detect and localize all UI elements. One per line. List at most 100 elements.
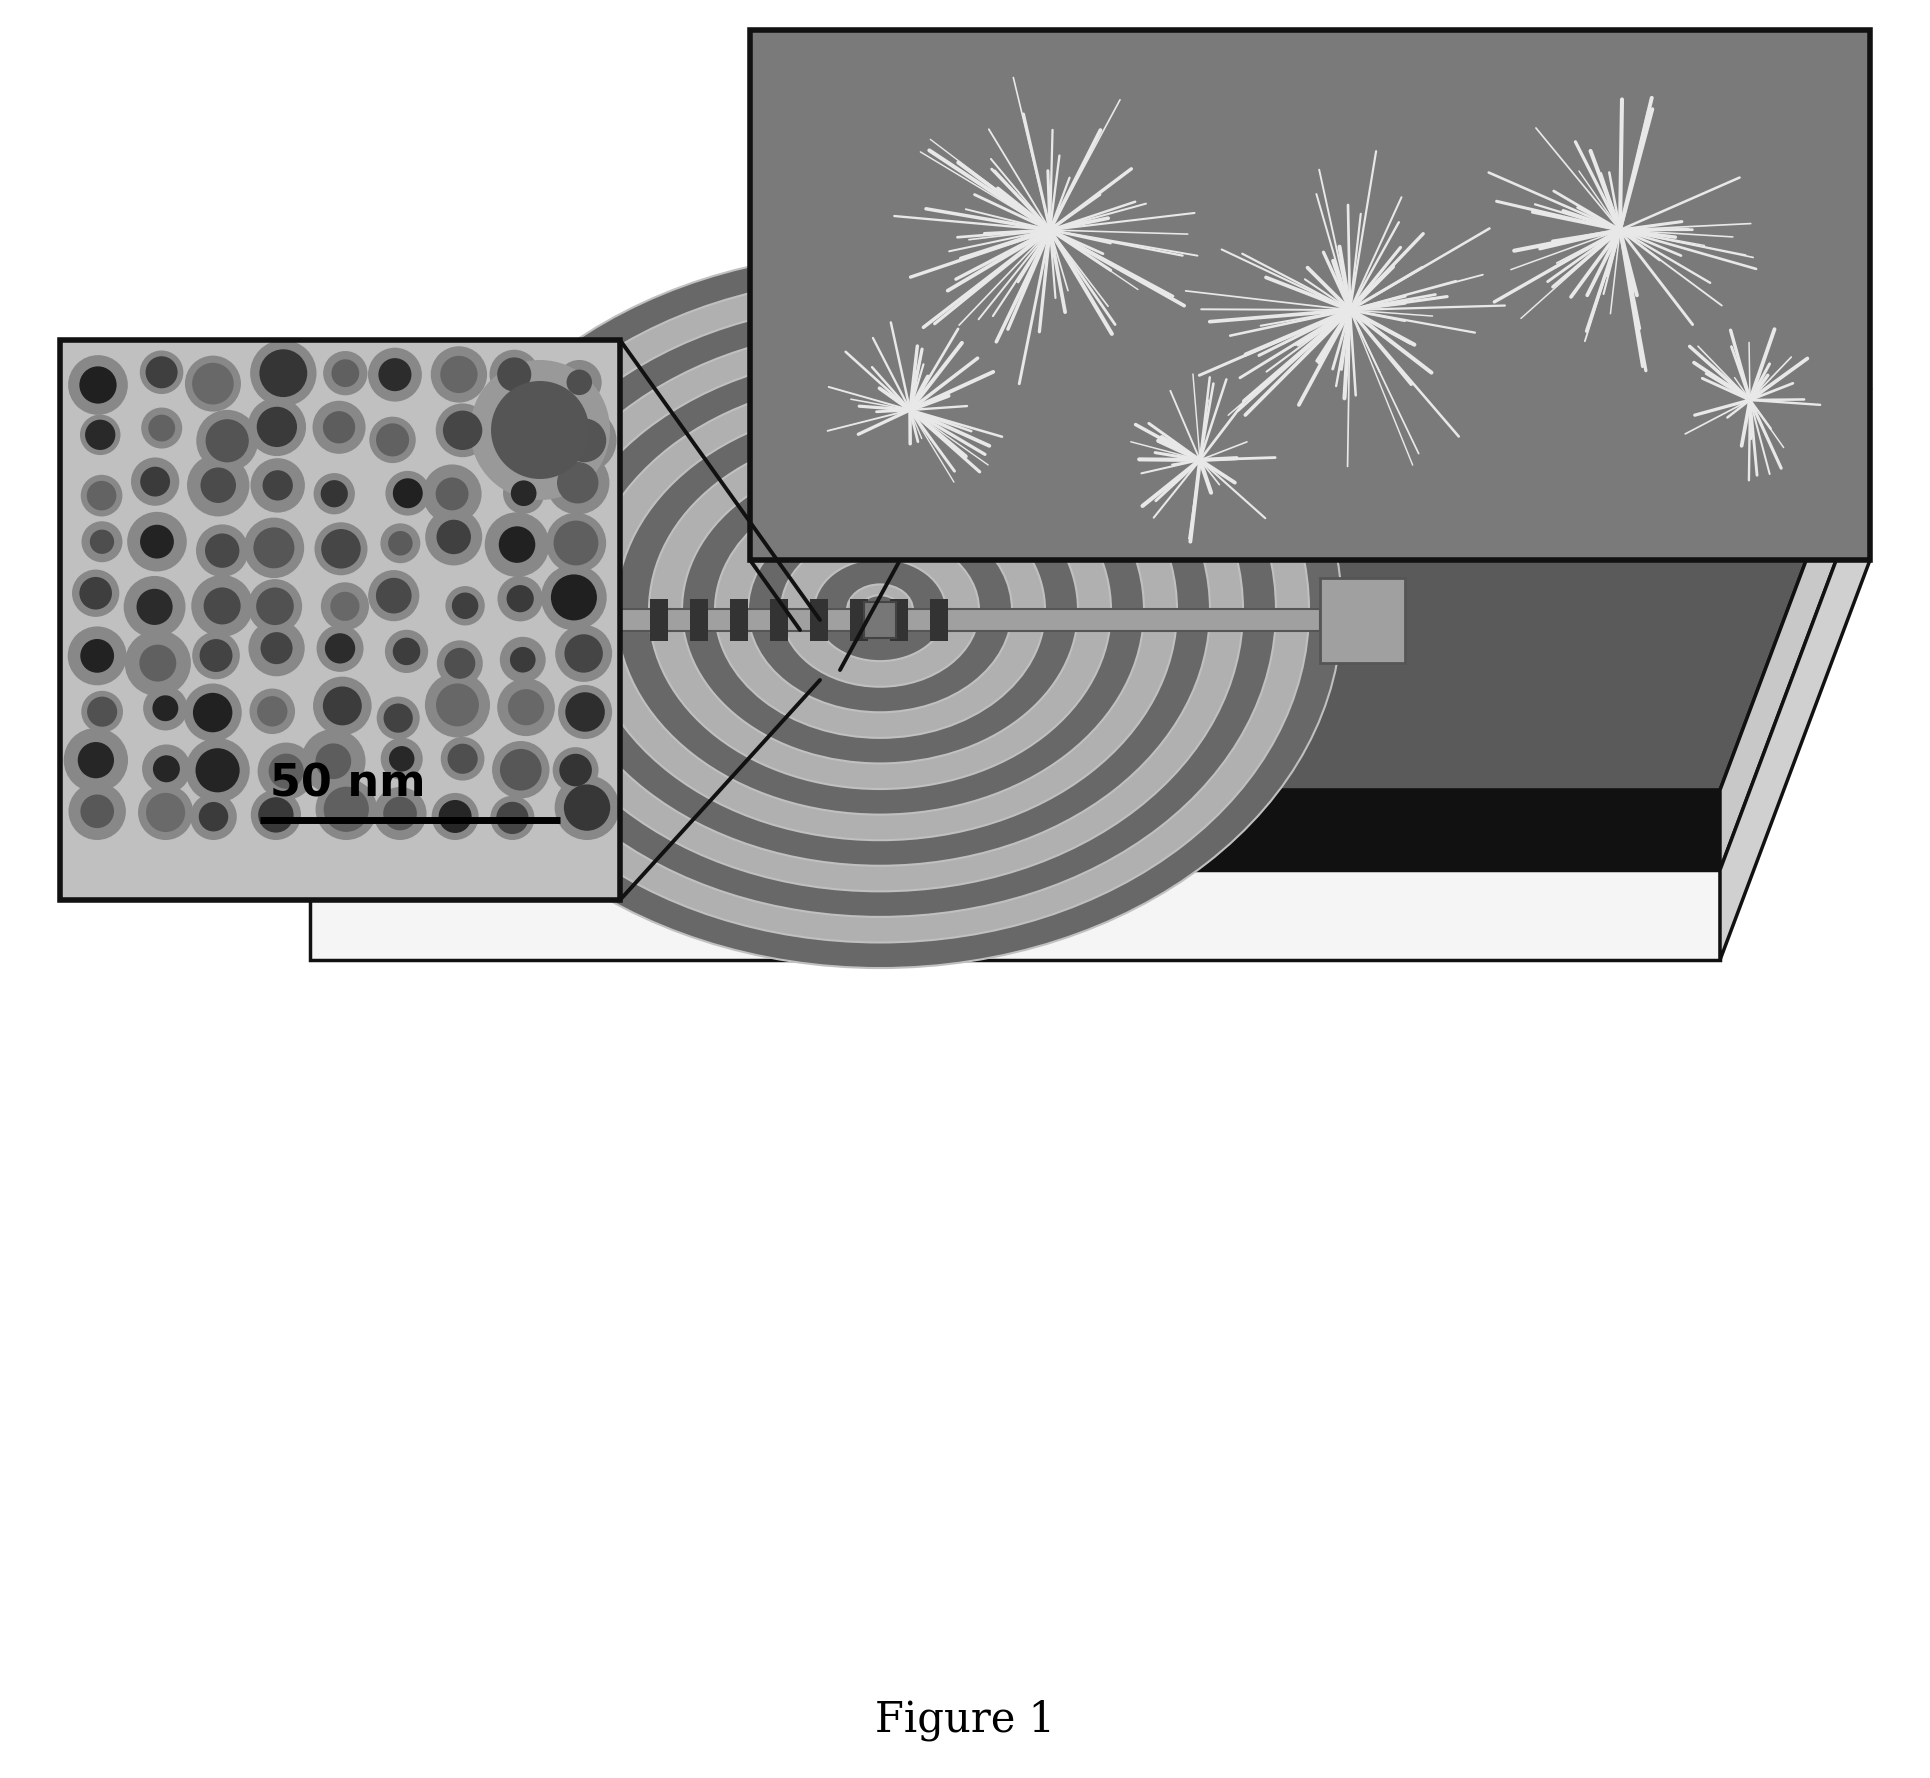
Circle shape — [436, 478, 469, 510]
Circle shape — [498, 576, 542, 621]
Circle shape — [183, 683, 241, 741]
Circle shape — [197, 411, 259, 471]
Circle shape — [440, 736, 484, 781]
Circle shape — [380, 523, 421, 564]
Circle shape — [436, 519, 471, 555]
Circle shape — [511, 480, 537, 507]
Text: Figure 1: Figure 1 — [874, 1700, 1054, 1741]
Circle shape — [560, 754, 593, 786]
Circle shape — [492, 741, 550, 798]
Circle shape — [195, 525, 249, 576]
Circle shape — [320, 530, 361, 569]
Ellipse shape — [814, 558, 946, 661]
Circle shape — [425, 672, 490, 738]
Circle shape — [64, 727, 127, 793]
Circle shape — [330, 592, 359, 621]
Circle shape — [322, 411, 355, 443]
Circle shape — [251, 789, 301, 839]
Circle shape — [251, 459, 305, 512]
Circle shape — [143, 686, 187, 731]
Ellipse shape — [714, 482, 1044, 738]
Bar — [60, 340, 620, 900]
Circle shape — [500, 637, 546, 683]
Bar — [235, 578, 320, 663]
Circle shape — [392, 638, 421, 665]
Circle shape — [77, 741, 114, 779]
Circle shape — [324, 633, 355, 663]
Circle shape — [508, 690, 544, 725]
Circle shape — [546, 512, 606, 573]
Circle shape — [369, 571, 419, 621]
Circle shape — [540, 565, 606, 629]
Bar — [749, 30, 1868, 560]
Ellipse shape — [681, 457, 1077, 763]
Circle shape — [205, 420, 249, 462]
Circle shape — [247, 580, 301, 633]
Circle shape — [378, 357, 411, 391]
Circle shape — [369, 416, 415, 462]
Circle shape — [81, 521, 122, 562]
Circle shape — [243, 517, 305, 578]
Circle shape — [446, 587, 484, 626]
Circle shape — [382, 797, 417, 830]
Circle shape — [199, 638, 232, 672]
Circle shape — [137, 589, 172, 624]
Circle shape — [496, 679, 554, 736]
Circle shape — [376, 423, 409, 457]
Polygon shape — [311, 789, 1720, 869]
Circle shape — [436, 404, 488, 457]
Circle shape — [79, 576, 112, 610]
Circle shape — [496, 802, 529, 834]
Circle shape — [436, 640, 482, 686]
Circle shape — [81, 795, 114, 829]
Circle shape — [261, 633, 293, 665]
Bar — [749, 30, 1868, 560]
Ellipse shape — [484, 302, 1276, 917]
Circle shape — [500, 749, 540, 791]
Circle shape — [500, 407, 542, 450]
Ellipse shape — [417, 252, 1341, 967]
Circle shape — [313, 473, 355, 514]
Circle shape — [259, 348, 307, 396]
Circle shape — [313, 400, 365, 453]
Bar — [689, 599, 708, 642]
Circle shape — [315, 523, 367, 576]
Circle shape — [141, 525, 174, 558]
Circle shape — [552, 409, 616, 473]
Ellipse shape — [452, 277, 1309, 942]
Circle shape — [448, 743, 477, 773]
Circle shape — [262, 469, 293, 501]
Ellipse shape — [517, 329, 1243, 891]
Circle shape — [205, 533, 239, 567]
Circle shape — [322, 350, 367, 395]
Circle shape — [152, 695, 178, 722]
Circle shape — [369, 348, 421, 402]
Circle shape — [552, 747, 598, 793]
Circle shape — [376, 697, 419, 740]
Circle shape — [556, 626, 612, 683]
Circle shape — [504, 473, 544, 514]
Circle shape — [149, 414, 176, 441]
Circle shape — [438, 800, 471, 832]
Polygon shape — [1720, 389, 1868, 869]
Circle shape — [257, 407, 297, 446]
Bar — [650, 599, 668, 642]
Circle shape — [444, 647, 475, 679]
Circle shape — [562, 418, 606, 462]
Circle shape — [386, 471, 430, 516]
Circle shape — [124, 576, 185, 638]
Circle shape — [145, 356, 178, 388]
Circle shape — [143, 745, 191, 793]
Circle shape — [257, 587, 293, 626]
Circle shape — [324, 786, 369, 832]
Circle shape — [496, 357, 531, 391]
Circle shape — [147, 793, 185, 832]
Circle shape — [257, 743, 315, 800]
Circle shape — [187, 453, 249, 516]
Circle shape — [81, 692, 124, 733]
Circle shape — [469, 359, 610, 500]
Circle shape — [440, 356, 477, 393]
Circle shape — [388, 747, 415, 772]
Circle shape — [425, 509, 482, 565]
Circle shape — [87, 697, 118, 727]
